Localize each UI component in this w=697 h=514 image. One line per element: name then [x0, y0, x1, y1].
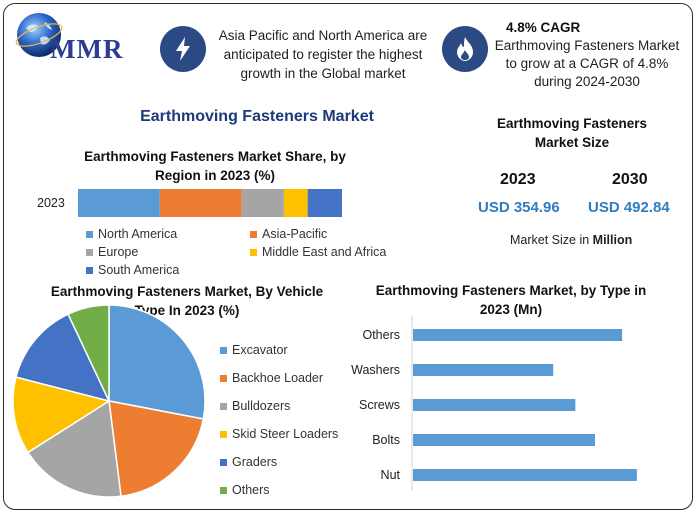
legend-label: Middle East and Africa	[262, 245, 387, 259]
pie-slice-bulldozers	[26, 399, 122, 498]
vehicle-chart-title: Earthmoving Fasteners Market, By Vehicle…	[50, 284, 324, 318]
globe-icon	[15, 13, 63, 57]
legend-swatch	[86, 248, 93, 256]
value-2023: USD 354.96	[478, 199, 560, 216]
region-legend-item: North America	[86, 227, 177, 241]
region-stacked-bar	[78, 189, 342, 217]
region-segment-middle-east-and-africa	[283, 189, 308, 217]
cagr-text: Earthmoving Fasteners Market to grow at …	[494, 38, 680, 89]
pie-slice-skid-steer-loaders	[12, 376, 111, 454]
type-bar-bolts	[413, 434, 596, 446]
vehicle-legend-item: Bulldozers	[220, 399, 290, 413]
type-tick-label: Screws	[359, 398, 400, 412]
legend-swatch	[86, 230, 93, 238]
region-legend-item: South America	[86, 263, 179, 277]
type-tick-label: Others	[362, 328, 400, 342]
regional-growth-text: Asia Pacific and North America are antic…	[218, 28, 428, 81]
pie-slice-others	[67, 304, 110, 402]
region-segment-europe	[241, 189, 284, 217]
type-bar-chart: Others Washers Screws Bolts Nut	[351, 316, 637, 491]
region-segment-north-america	[78, 189, 160, 217]
market-size-unit: Million	[592, 233, 633, 247]
region-year-label: 2023	[37, 196, 65, 210]
region-segment-south-america	[307, 189, 342, 217]
legend-label: South America	[98, 263, 180, 277]
legend-swatch	[220, 486, 227, 494]
type-bar-nut	[413, 469, 637, 481]
region-segment-asia-pacific	[159, 189, 242, 217]
legend-label: Others	[232, 483, 270, 497]
region-legend-item: Europe	[86, 245, 138, 259]
market-size-title: Earthmoving Fasteners Market Size	[496, 116, 648, 150]
logo: MMR	[14, 10, 144, 64]
legend-label: Asia-Pacific	[262, 227, 328, 241]
main-title: Earthmoving Fasteners Market	[140, 108, 374, 125]
vehicle-pie-chart	[12, 304, 206, 498]
legend-swatch	[220, 430, 227, 438]
logo-text: MMR	[50, 34, 124, 64]
type-chart-title: Earthmoving Fasteners Market, by Type in…	[375, 283, 647, 317]
market-size-note: Market Size in Million	[510, 233, 632, 247]
legend-swatch	[220, 374, 227, 382]
type-bar-others	[413, 329, 623, 341]
legend-swatch	[220, 402, 227, 410]
pie-slice-backhoe-loader	[108, 400, 205, 498]
flame-icon	[442, 26, 488, 72]
vehicle-legend-item: Graders	[220, 455, 277, 469]
legend-label: North America	[98, 227, 178, 241]
market-size-note-prefix: Market Size in	[510, 233, 593, 247]
legend-label: Graders	[232, 455, 278, 469]
cagr-block: 4.8% CAGR Earthmoving Fasteners Market t…	[492, 19, 682, 91]
vehicle-legend-item: Others	[220, 483, 270, 497]
legend-label: Europe	[98, 245, 139, 259]
legend-swatch	[220, 346, 227, 354]
vehicle-legend-item: Excavator	[220, 343, 288, 357]
legend-label: Skid Steer Loaders	[232, 427, 339, 441]
legend-label: Backhoe Loader	[232, 371, 324, 385]
legend-swatch	[250, 230, 257, 238]
type-tick-label: Washers	[351, 363, 400, 377]
legend-label: Bulldozers	[232, 399, 291, 413]
region-chart-title: Earthmoving Fasteners Market Share, by R…	[84, 149, 346, 183]
type-tick-label: Nut	[381, 468, 401, 482]
lightning-icon	[160, 26, 206, 72]
type-bar-washers	[413, 364, 554, 376]
cagr-title: 4.8% CAGR	[506, 20, 581, 35]
region-legend-item: Asia-Pacific	[250, 227, 327, 241]
region-legend-item: Middle East and Africa	[250, 245, 386, 259]
vehicle-legend-item: Skid Steer Loaders	[220, 427, 338, 441]
pie-slice-excavator	[108, 304, 206, 420]
legend-swatch	[86, 266, 93, 274]
type-tick-label: Bolts	[372, 433, 400, 447]
legend-swatch	[220, 458, 227, 466]
pie-slice-graders	[15, 313, 111, 403]
year-2030: 2030	[612, 171, 648, 188]
type-bar-screws	[413, 399, 576, 411]
legend-label: Excavator	[232, 343, 288, 357]
legend-swatch	[250, 248, 257, 256]
value-2030: USD 492.84	[588, 199, 670, 216]
year-2023: 2023	[500, 171, 536, 188]
vehicle-legend-item: Backhoe Loader	[220, 371, 323, 385]
